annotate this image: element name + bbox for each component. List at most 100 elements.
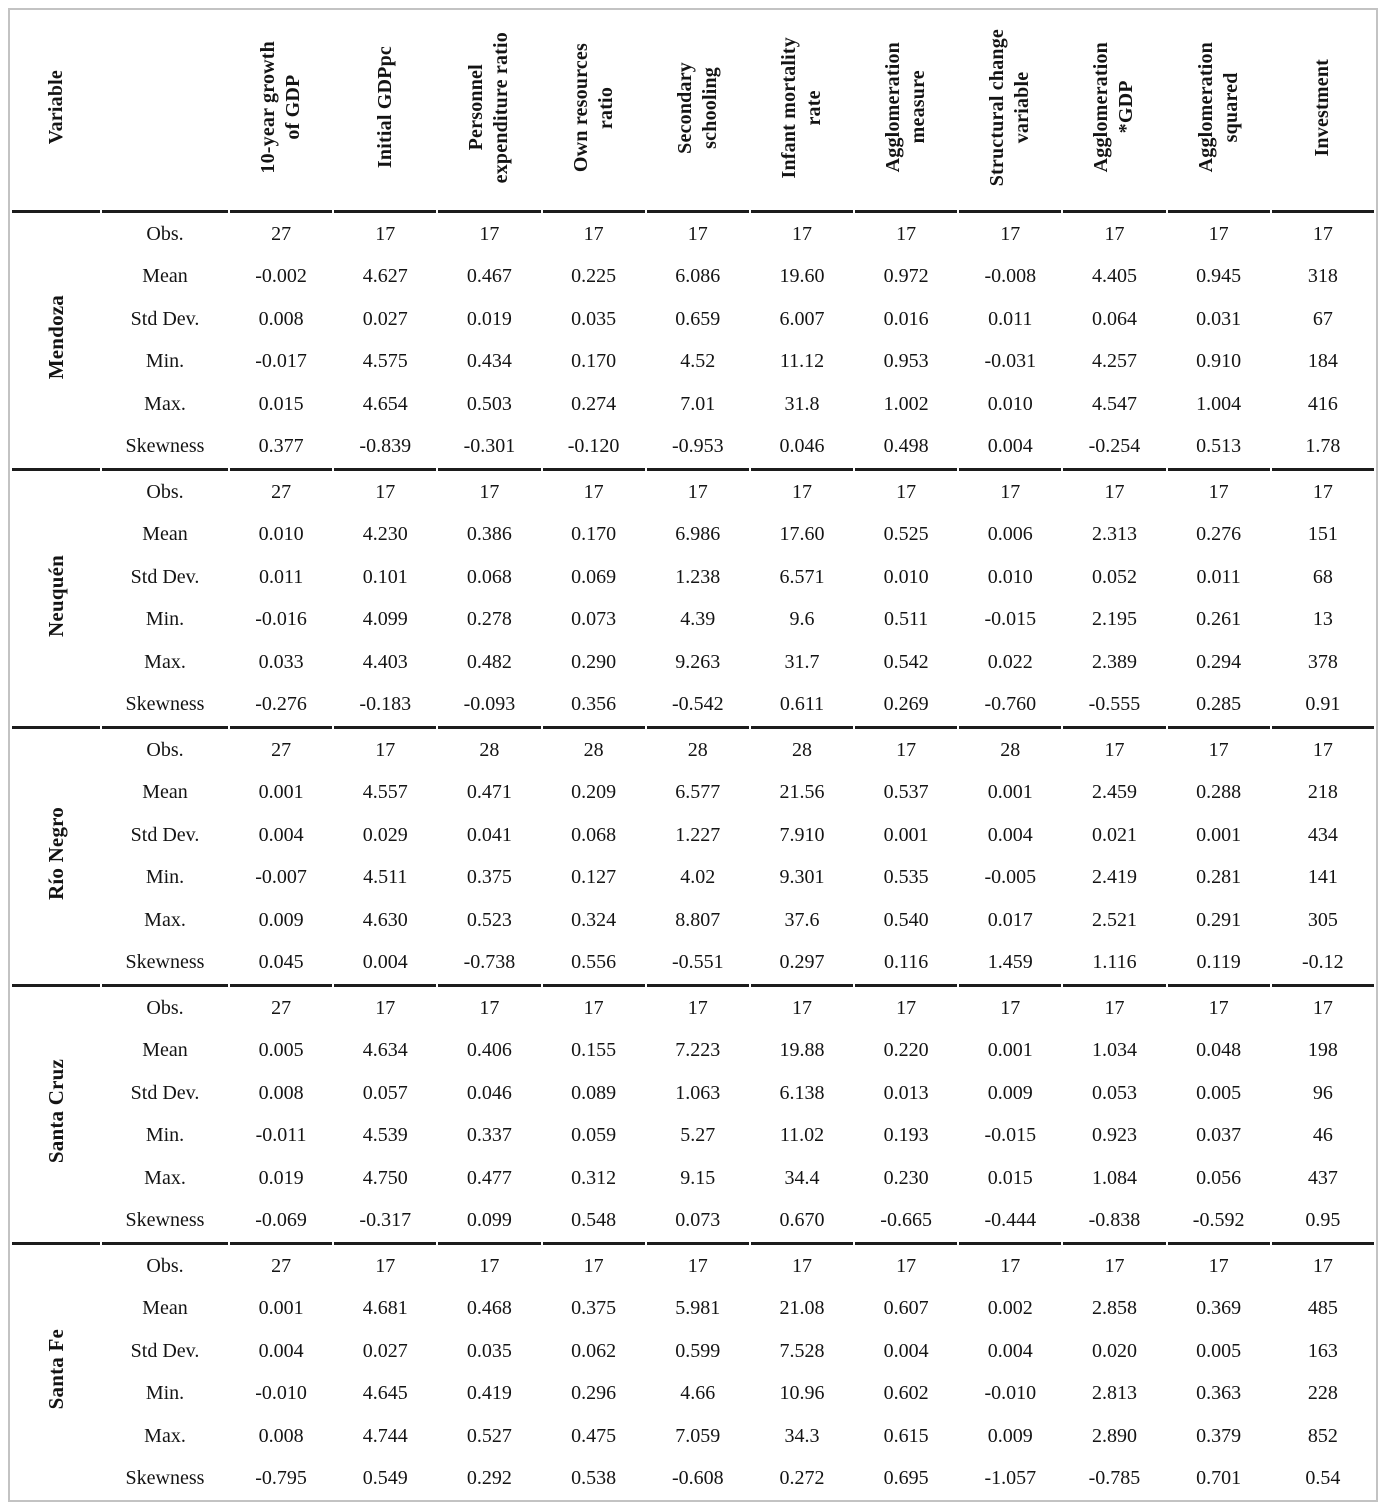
value-cell: 0.498 [883, 435, 929, 458]
value-cell: 0.615 [883, 1424, 929, 1447]
value-cell: 0.004 [258, 823, 304, 846]
column-header-structural-change-variable: Structural change variable [959, 10, 1061, 210]
value-cell: -0.010 [255, 1382, 307, 1405]
value-cell: 17 [1271, 726, 1374, 772]
value-cell: 2.890 [1091, 1424, 1137, 1447]
value-cell: 0.527 [466, 1424, 512, 1447]
table-row: Skewness -0.276 -0.183 -0.093 0.356 -0.542 0.6… [12, 684, 1374, 727]
value-cell: 17 [855, 984, 958, 1030]
value-cell: 1.227 [675, 823, 721, 846]
value-cell: 17 [750, 984, 854, 1030]
value-cell: 4.52 [680, 350, 716, 373]
value-cell: 0.953 [883, 350, 929, 373]
value-cell: 1.004 [1196, 392, 1242, 415]
value-cell: 0.296 [571, 1382, 617, 1405]
value-cell: 6.007 [779, 307, 825, 330]
value-cell: 0.419 [466, 1382, 512, 1405]
value-cell: 4.257 [1091, 350, 1137, 373]
table-row: Std Dev. 0.004 0.027 0.035 0.062 0.599 7.528 0.… [12, 1330, 1374, 1373]
value-cell: 0.073 [571, 608, 617, 631]
value-cell: 0.089 [571, 1081, 617, 1104]
value-cell: 28 [646, 726, 749, 772]
value-cell: 4.654 [362, 392, 408, 415]
value-cell: 17 [438, 1242, 541, 1288]
province-name: Santa Fe [43, 1329, 68, 1410]
value-cell: 34.4 [784, 1166, 820, 1189]
value-cell: 0.001 [258, 1297, 304, 1320]
value-cell: 17 [1271, 210, 1374, 256]
value-cell: 9.6 [789, 608, 815, 631]
value-cell: 0.513 [1196, 435, 1242, 458]
value-cell: 17 [855, 468, 958, 514]
value-cell: 0.008 [258, 1081, 304, 1104]
table-row: Mendoza Obs. 27 17 17 17 17 17 17 17 17 17 17 [12, 210, 1374, 380]
value-cell: -0.760 [984, 693, 1037, 716]
value-cell: 17 [334, 1242, 437, 1288]
value-cell: 17 [334, 726, 437, 772]
header-row: Variable 10-year growth of GDP Initial G… [12, 10, 1374, 210]
value-cell: 0.017 [987, 908, 1033, 931]
stat-label: Skewness [125, 1209, 205, 1232]
table-row: Skewness -0.795 0.549 0.292 0.538 -0.608 0.272… [12, 1458, 1374, 1501]
value-cell: 0.004 [987, 435, 1033, 458]
table-row: Neuquén Obs. 27 17 17 17 17 17 17 17 17 17 17 [12, 468, 1374, 636]
value-cell: 1.238 [675, 565, 721, 588]
value-cell: 0.375 [466, 866, 512, 889]
value-cell: 17 [542, 1242, 645, 1288]
value-cell: 0.099 [466, 1209, 512, 1232]
column-header-agglomeration-measure: Agglomeration measure [855, 10, 957, 210]
value-cell: 0.170 [571, 523, 617, 546]
column-header-label: Agglomeration squared [1194, 42, 1242, 173]
value-cell: 0.045 [258, 951, 304, 974]
column-header-secondary-schooling: Secondary schooling [647, 10, 749, 210]
value-cell: 5.981 [675, 1297, 721, 1320]
value-cell: -0.254 [1088, 435, 1141, 458]
province-cell: Río Negro [12, 726, 100, 984]
value-cell: 11.02 [779, 1124, 825, 1147]
value-cell: -0.551 [671, 951, 724, 974]
value-cell: 0.048 [1196, 1039, 1242, 1062]
stat-label: Max. [144, 1424, 186, 1447]
value-cell: 0.369 [1196, 1297, 1242, 1320]
value-cell: 416 [1307, 392, 1338, 415]
table-row: Mean 0.001 4.557 0.471 0.209 6.577 21.56 0.537 0… [12, 772, 1374, 815]
value-cell: 6.138 [779, 1081, 825, 1104]
value-cell: 7.223 [675, 1039, 721, 1062]
value-cell: 4.099 [362, 608, 408, 631]
stat-label: Obs. [102, 984, 228, 1030]
value-cell: 6.986 [675, 523, 721, 546]
value-cell: 0.068 [466, 565, 512, 588]
value-cell: -0.183 [359, 693, 412, 716]
value-cell: 0.434 [466, 350, 512, 373]
value-cell: 10.96 [779, 1382, 825, 1405]
value-cell: 0.599 [675, 1339, 721, 1362]
value-cell: 437 [1307, 1166, 1338, 1189]
value-cell: 21.56 [779, 781, 825, 804]
value-cell: 0.482 [466, 650, 512, 673]
value-cell: 2.195 [1091, 608, 1137, 631]
value-cell: 4.403 [362, 650, 408, 673]
table-row: Std Dev. 0.008 0.027 0.019 0.035 0.659 6.007 0.… [12, 298, 1374, 341]
value-cell: 0.972 [883, 265, 929, 288]
value-cell: 305 [1307, 908, 1338, 931]
value-cell: 0.193 [883, 1124, 929, 1147]
stat-label: Mean [142, 1297, 188, 1320]
stat-label: Std Dev. [130, 307, 200, 330]
value-cell: 17 [959, 468, 1062, 514]
value-cell: 27 [230, 984, 333, 1030]
value-cell: -0.015 [984, 1124, 1037, 1147]
value-cell: -0.953 [671, 435, 724, 458]
value-cell: 0.155 [571, 1039, 617, 1062]
value-cell: 4.634 [362, 1039, 408, 1062]
value-cell: -0.542 [671, 693, 724, 716]
value-cell: 8.807 [675, 908, 721, 931]
value-cell: 0.010 [883, 565, 929, 588]
value-cell: 0.291 [1196, 908, 1242, 931]
value-cell: 13 [1312, 608, 1333, 631]
value-cell: -0.785 [1088, 1467, 1141, 1490]
stat-label: Obs. [102, 726, 228, 772]
value-cell: 0.701 [1196, 1467, 1242, 1490]
value-cell: 0.005 [1196, 1081, 1242, 1104]
value-cell: 4.539 [362, 1124, 408, 1147]
value-cell: 2.858 [1091, 1297, 1137, 1320]
